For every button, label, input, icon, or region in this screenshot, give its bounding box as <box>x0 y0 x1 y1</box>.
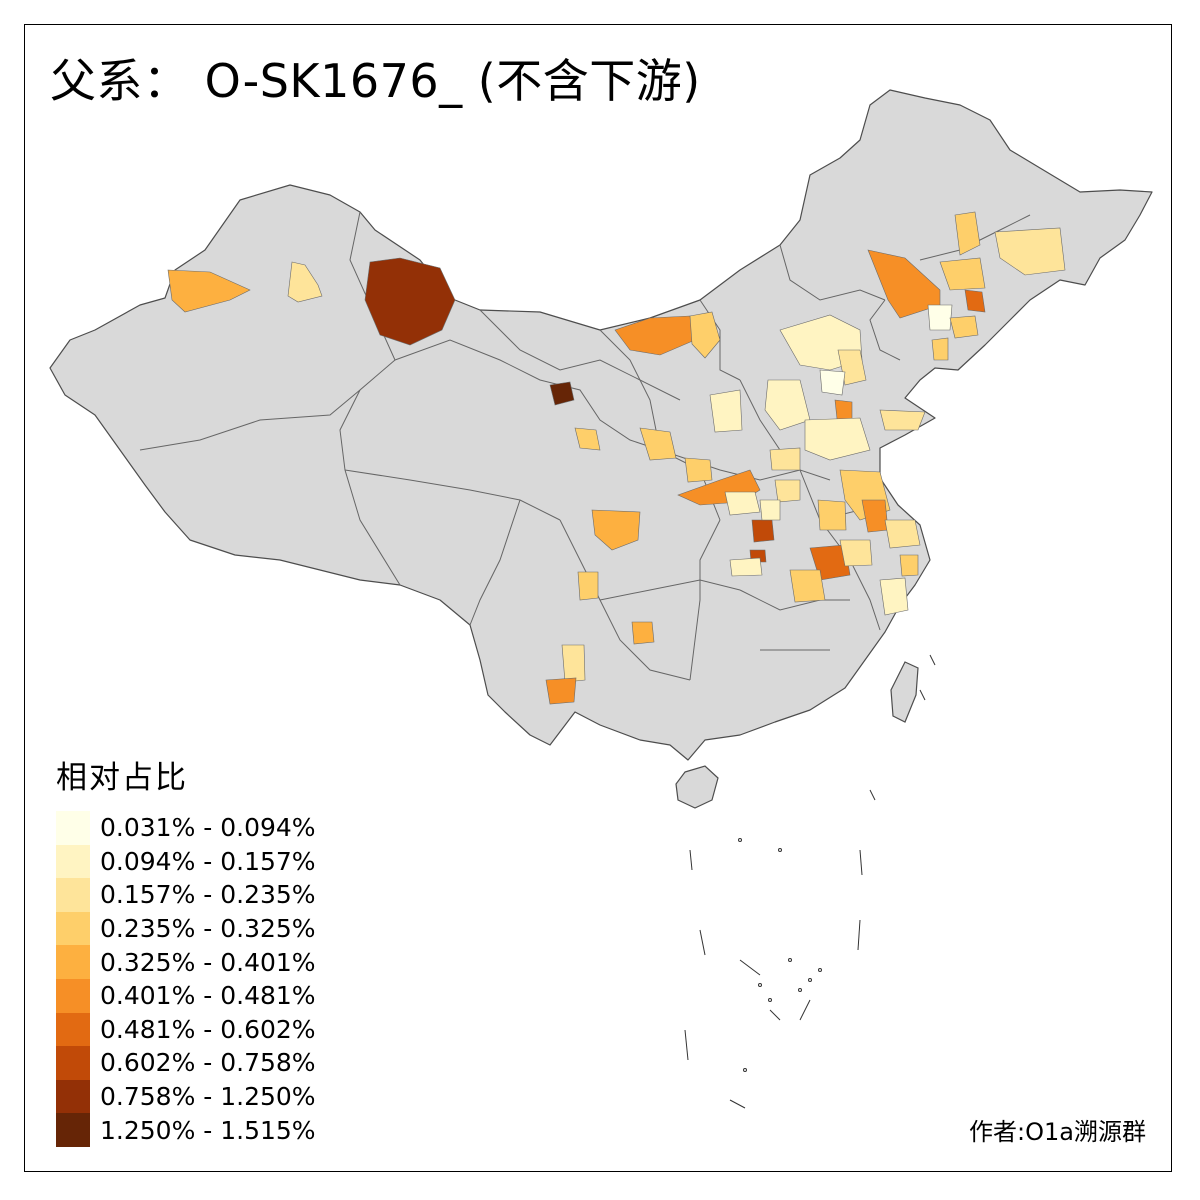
legend-label: 0.481% - 0.602% <box>100 1014 316 1044</box>
region-henan-north <box>769 447 801 471</box>
legend-swatch <box>56 811 90 845</box>
region-yunnan-north <box>561 644 586 683</box>
region-jilin-spot <box>964 289 986 313</box>
legend-item: 0.031% - 0.094% <box>56 811 316 845</box>
region-guizhou <box>631 621 655 645</box>
region-anhui-mid <box>839 539 873 567</box>
legend-item: 0.401% - 0.481% <box>56 978 316 1013</box>
region-anhui-south <box>789 569 826 603</box>
legend-label: 0.401% - 0.481% <box>100 981 316 1011</box>
legend-label: 1.250% - 1.515% <box>100 1115 316 1145</box>
region-hubei-west <box>729 557 763 577</box>
legend-items: 0.031% - 0.094% 0.094% - 0.157% 0.157% - 0… <box>56 811 316 1147</box>
region-liaoning <box>927 304 953 331</box>
legend-label: 0.758% - 1.250% <box>100 1082 316 1112</box>
region-fuyun-area <box>287 261 323 303</box>
region-henan-center <box>774 479 801 503</box>
region-heilongjiang-east <box>994 227 1066 276</box>
region-ningxia-north <box>639 427 677 461</box>
legend-label: 0.157% - 0.235% <box>100 880 316 910</box>
legend-item: 0.325% - 0.401% <box>56 945 316 979</box>
legend-item: 1.250% - 1.515% <box>56 1113 316 1147</box>
region-shaanxi-spot <box>684 457 713 483</box>
region-henan-east-spot <box>759 499 781 521</box>
region-shandong-north <box>804 417 871 461</box>
region-jilin-west <box>939 257 986 291</box>
region-shandong-east <box>879 409 926 431</box>
data-regions <box>167 211 1066 705</box>
legend-swatch <box>56 945 90 979</box>
region-liaoning-2 <box>949 315 979 339</box>
region-gansu-east <box>574 427 601 451</box>
legend-item: 0.235% - 0.325% <box>56 911 316 946</box>
legend-swatch <box>56 1046 90 1080</box>
legend-item: 0.157% - 0.235% <box>56 878 316 912</box>
legend-label: 0.094% - 0.157% <box>100 846 316 876</box>
legend-swatch <box>56 878 90 912</box>
region-liaoning-3 <box>931 337 949 361</box>
legend-label: 0.325% - 0.401% <box>100 947 316 977</box>
taiwan-island <box>890 661 919 723</box>
map-title: 父系： O-SK1676_ (不含下游) <box>50 54 701 108</box>
author-credit: 作者:O1a溯源群 <box>969 1118 1146 1146</box>
legend-swatch <box>56 911 90 946</box>
legend-label: 0.602% - 0.758% <box>100 1048 316 1078</box>
legend-item: 0.481% - 0.602% <box>56 1012 316 1047</box>
region-hexi-spot <box>549 381 575 406</box>
region-heilongjiang-west <box>954 211 981 256</box>
region-zhejiang-spot <box>899 554 919 577</box>
legend-title: 相对占比 <box>56 760 188 796</box>
region-sichuan-south <box>577 571 599 601</box>
legend-swatch <box>56 844 90 879</box>
region-henan-west <box>724 491 761 516</box>
map-frame <box>24 24 1172 1172</box>
legend-swatch <box>56 1012 90 1047</box>
legend-swatch <box>56 978 90 1013</box>
legend-label: 0.235% - 0.325% <box>100 914 316 944</box>
region-inner-mongolia-mid <box>689 311 721 359</box>
legend-item: 0.602% - 0.758% <box>56 1046 316 1080</box>
legend: 相对占比 0.031% - 0.094% 0.094% - 0.157% 0.157… <box>56 752 316 1147</box>
region-jiangsu-south <box>884 519 921 549</box>
province-borders <box>139 211 1031 681</box>
region-yunnan-west <box>545 677 577 705</box>
region-hebei-south <box>764 379 811 431</box>
legend-swatch <box>56 1079 90 1114</box>
region-altay-east <box>364 257 456 346</box>
region-shanxi <box>709 389 743 433</box>
region-tacheng-area <box>167 269 251 313</box>
region-henan-south-spot <box>751 519 775 543</box>
region-anhui-north <box>817 499 847 531</box>
legend-swatch <box>56 1113 90 1147</box>
region-beijing-tianjin <box>819 369 846 396</box>
legend-item: 0.094% - 0.157% <box>56 844 316 879</box>
china-mainland <box>49 89 1153 761</box>
hainan-island <box>675 765 719 809</box>
legend-item: 0.758% - 1.250% <box>56 1079 316 1114</box>
south-sea-islands <box>684 654 936 1109</box>
legend-label: 0.031% - 0.094% <box>100 813 316 843</box>
region-sichuan-north <box>591 509 641 551</box>
region-zhejiang <box>879 577 909 616</box>
